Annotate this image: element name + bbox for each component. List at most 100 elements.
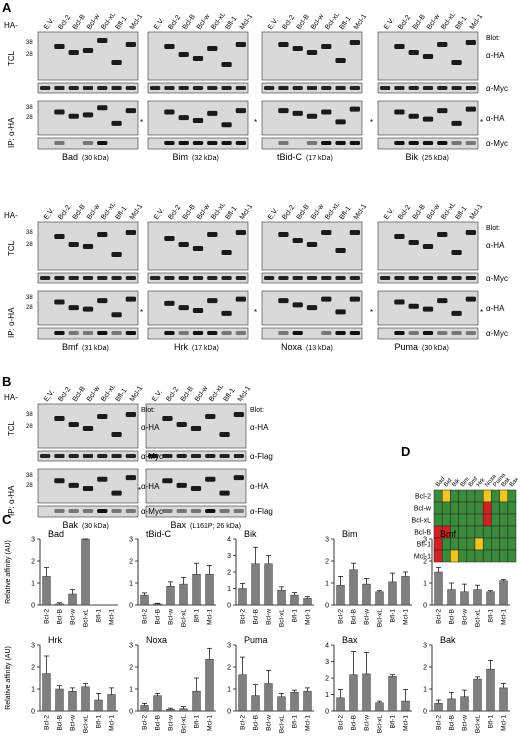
tcl-ha-band xyxy=(335,248,346,253)
blot-label: Blot: xyxy=(141,407,155,414)
tcl-myc-band xyxy=(207,86,218,90)
tcl-ha-band xyxy=(97,38,108,43)
ip-target-band xyxy=(221,141,232,145)
chart-category-label: Mcl-1 xyxy=(109,715,116,731)
lane-label: Bcl-w xyxy=(194,384,210,403)
chart-category-label: Mcl-1 xyxy=(501,715,508,731)
tcl-ha-band xyxy=(192,246,204,251)
lane-label: Bfl-1 xyxy=(454,15,468,31)
tcl-myc-band xyxy=(465,86,476,90)
chart-bar xyxy=(460,696,469,712)
heatmap-cell xyxy=(466,489,476,503)
chart-y-tick-label: 2 xyxy=(325,559,329,566)
chart-y-tick-label: 1 xyxy=(325,692,329,699)
tcl-label: TCL xyxy=(7,240,16,256)
chart-bar xyxy=(153,603,162,606)
mw-marker-28: 28 xyxy=(26,305,33,311)
chart-category-label: Bcl-B xyxy=(253,715,260,731)
ip-ha-band xyxy=(190,486,202,491)
tcl-myc-band xyxy=(111,86,122,90)
lane-label: Bcl-B xyxy=(182,203,198,221)
ip-ha-band xyxy=(82,306,94,312)
tcl-myc-band xyxy=(125,276,136,280)
chart-y-tick-label: 3 xyxy=(325,537,329,544)
lane-label: Bcl-2 xyxy=(397,204,412,221)
chart-bar xyxy=(55,688,64,712)
chart-y-tick-label: 1 xyxy=(31,581,35,588)
heatmap-cell xyxy=(433,501,443,515)
tcl-myc-band xyxy=(221,86,232,90)
lane-label: Mcl-1 xyxy=(353,13,369,31)
lane-label: E.V. xyxy=(267,207,280,221)
ip-target-band xyxy=(164,141,175,145)
lane-label: Mcl-1 xyxy=(237,385,253,403)
heatmap-column-label: Bid xyxy=(443,478,453,488)
chart-bar xyxy=(166,586,175,606)
chart-bar xyxy=(336,697,345,712)
ip-ha-band xyxy=(178,115,189,121)
chart-bar xyxy=(192,573,201,606)
alpha-ha-label: α-HA xyxy=(141,423,160,432)
tcl-myc-band xyxy=(380,86,391,90)
tcl-ha-band xyxy=(205,414,216,419)
chart-y-tick-label: 1 xyxy=(227,586,231,593)
lane-label: Mcl-1 xyxy=(129,385,145,403)
tcl-ha-band xyxy=(292,46,303,51)
tcl-ha-band xyxy=(349,230,360,235)
ip-target-band xyxy=(335,141,346,145)
chart-category-label: Bfl-1 xyxy=(488,609,495,623)
tcl-ha-band xyxy=(125,412,136,417)
chart-y-tick-label: 1 xyxy=(423,581,427,588)
binding-heatmap: BadBidBikBimBmfHrkNoxaPumaBakBaxBcl-2Bcl… xyxy=(412,472,518,563)
ip-target-band xyxy=(451,141,462,145)
chart-y-tick-label: 1 xyxy=(31,687,35,694)
tcl-ha-band xyxy=(82,426,94,431)
tcl-ha-band xyxy=(233,412,244,417)
tcl-myc-band xyxy=(335,276,346,280)
ip-ha-band xyxy=(97,298,108,304)
ip-target-band xyxy=(97,509,108,513)
ip-ha-band xyxy=(111,490,122,496)
tcl-ha-band xyxy=(422,244,434,249)
chart-bar xyxy=(277,696,286,712)
tcl-ha-strip xyxy=(261,31,363,81)
chart-category-label: Mcl-1 xyxy=(403,715,410,731)
ip-target-band xyxy=(207,331,218,335)
ip-ha-band xyxy=(306,305,318,311)
chart-category-label: Bcl-w xyxy=(364,715,371,731)
nonspecific-asterisk: * xyxy=(254,308,257,317)
lane-label: Bcl-B xyxy=(180,385,196,403)
heatmap-cell xyxy=(458,501,468,515)
chart-category-label: Bcl-B xyxy=(449,715,456,731)
lane-label: Bcl-w xyxy=(426,12,442,31)
chart-bar xyxy=(473,589,482,606)
alpha-ha-label: α-HA xyxy=(486,304,505,313)
chart-category-label: Bcl-2 xyxy=(436,715,443,730)
lane-label: Bfl-1 xyxy=(454,205,468,221)
panel-letter-c: C xyxy=(2,512,12,527)
tcl-ha-band xyxy=(394,44,405,49)
tcl-ha-band xyxy=(164,236,175,241)
tcl-ha-band xyxy=(68,422,79,427)
ip-ha-band xyxy=(235,108,246,114)
chart-title: Bad xyxy=(48,529,64,539)
ip-target-band xyxy=(54,331,65,335)
lane-label: Bfl-1 xyxy=(224,205,238,221)
tcl-myc-band xyxy=(178,86,189,90)
ip-ha-band xyxy=(437,108,448,114)
chart-category-label: Bcl-B xyxy=(155,715,162,731)
tcl-myc-band xyxy=(380,276,391,280)
lane-label: Bcl-w xyxy=(196,12,212,31)
blot-label: Blot: xyxy=(486,225,500,232)
ip-target-band xyxy=(394,331,405,335)
chart-category-label: Bcl-xL xyxy=(279,609,286,627)
chart-y-tick-label: 2 xyxy=(129,559,133,566)
ip-ha-band xyxy=(207,298,218,304)
tcl-myc-band xyxy=(451,86,462,90)
ip-target-band xyxy=(205,509,216,513)
tcl-ha-band xyxy=(219,432,230,437)
chart-y-axis-title: Relative affinity (AU) xyxy=(5,646,12,710)
chart-bar xyxy=(290,692,299,712)
tcl-myc-band xyxy=(394,86,405,90)
tcl-ha-band xyxy=(235,230,246,235)
